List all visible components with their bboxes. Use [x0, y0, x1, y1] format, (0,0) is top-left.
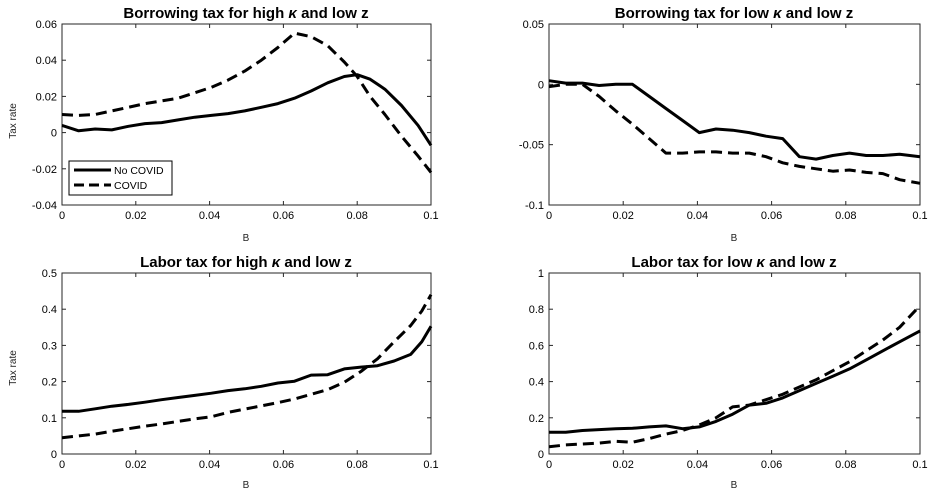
x-axis-label: B [731, 233, 738, 244]
series-line-covid [61, 31, 433, 174]
x-tick-label: 0.02 [125, 210, 146, 222]
series-line-no-covid [548, 79, 921, 161]
y-tick-label: -0.04 [32, 200, 57, 212]
plot-area-frame [61, 272, 432, 455]
y-tick-label: 0.3 [42, 340, 57, 352]
series-line-no-covid [62, 325, 433, 413]
y-tick-label: -0.05 [519, 140, 544, 152]
title-text-part2: and low z [765, 254, 837, 271]
plot-area-frame [548, 23, 921, 206]
kappa-symbol: κ [272, 254, 282, 271]
title-text-part2: and low z [297, 5, 369, 22]
x-tick-label: 0 [59, 459, 65, 471]
title-text-part1: Labor tax for high [140, 254, 272, 271]
x-tick-label: 0.06 [761, 459, 782, 471]
x-tick-label: 0.02 [612, 459, 633, 471]
title-text-part2: and low z [280, 254, 352, 271]
x-tick-label: 0.1 [912, 459, 927, 471]
panel-borrowing-tax-low-kappa: Borrowing tax for low κ and low z B 0 0.0… [519, 5, 928, 244]
y-tick-label: 0 [538, 449, 544, 461]
legend-box [68, 160, 173, 196]
y-tick-label: 0.2 [529, 413, 544, 425]
x-axis-label: B [243, 233, 250, 244]
x-tick-label: 0 [546, 210, 552, 222]
series-line-no-covid [61, 73, 433, 147]
y-tick-label: -0.02 [32, 164, 57, 176]
y-tick-label: 0.8 [529, 304, 544, 316]
title-text-part1: Labor tax for low [631, 254, 756, 271]
y-tick-label: 0.06 [36, 19, 57, 31]
x-tick-label: 0.1 [423, 459, 438, 471]
x-tick-label: 0.04 [199, 210, 220, 222]
legend-label-no-covid: No COVID [114, 165, 164, 177]
kappa-symbol: κ [773, 5, 783, 22]
title-text-part2: and low z [782, 5, 854, 22]
x-tick-label: 0.08 [346, 459, 367, 471]
kappa-symbol: κ [288, 5, 298, 22]
x-tick-label: 0.08 [346, 210, 367, 222]
x-tick-label: 0 [59, 210, 65, 222]
series-line-no-covid [549, 329, 921, 434]
y-tick-label: 0.02 [36, 91, 57, 103]
y-tick-label: -0.1 [525, 200, 544, 212]
y-tick-label: 0.4 [42, 304, 57, 316]
x-tick-label: 0.06 [273, 459, 294, 471]
panel-labor-tax-low-kappa: Labor tax for low κ and low z B 0 0.02 0.0… [529, 254, 928, 491]
y-tick-label: 0.6 [529, 340, 544, 352]
kappa-symbol: κ [756, 254, 766, 271]
title-text-part1: Borrowing tax for low [615, 5, 773, 22]
y-tick-label: 0.05 [523, 19, 544, 31]
title-text-part1: Borrowing tax for high [123, 5, 288, 22]
panel-borrowing-tax-high-kappa: Borrowing tax for high κ and low z B Tax… [8, 5, 439, 244]
y-tick-label: 0.1 [42, 413, 57, 425]
y-tick-label: 0 [51, 449, 57, 461]
chart-title: Borrowing tax for low κ and low z [615, 5, 854, 22]
x-tick-label: 0.04 [687, 459, 708, 471]
chart-title: Labor tax for high κ and low z [140, 254, 352, 271]
plot-area-frame [548, 272, 921, 455]
y-tick-label: 0 [51, 128, 57, 140]
panel-labor-tax-high-kappa: Labor tax for high κ and low z B Tax rat… [8, 254, 439, 491]
series-line-covid [548, 304, 922, 449]
chart-title: Borrowing tax for high κ and low z [123, 5, 368, 22]
chart-title: Labor tax for low κ and low z [631, 254, 836, 271]
x-tick-label: 0.08 [835, 459, 856, 471]
x-tick-label: 0.06 [761, 210, 782, 222]
legend: No COVID COVID [68, 160, 173, 196]
y-tick-label: 0.5 [42, 268, 57, 280]
x-tick-label: 0.06 [273, 210, 294, 222]
y-axis-label: Tax rate [8, 350, 19, 386]
series-line-covid [61, 293, 433, 440]
x-tick-label: 0.08 [835, 210, 856, 222]
y-tick-label: 0.2 [42, 377, 57, 389]
legend-label-covid: COVID [114, 180, 148, 192]
y-tick-label: 0.04 [36, 55, 57, 67]
y-tick-label: 0 [538, 79, 544, 91]
series-line-covid [548, 82, 921, 185]
x-tick-label: 0.02 [612, 210, 633, 222]
x-axis-label: B [243, 480, 250, 491]
y-axis-label: Tax rate [8, 103, 19, 139]
y-tick-label: 0.4 [529, 377, 544, 389]
x-tick-label: 0.1 [423, 210, 438, 222]
x-tick-label: 0.04 [199, 459, 220, 471]
y-tick-label: 1 [538, 268, 544, 280]
x-tick-label: 0 [546, 459, 552, 471]
x-tick-label: 0.1 [912, 210, 927, 222]
x-tick-label: 0.04 [687, 210, 708, 222]
x-tick-label: 0.02 [125, 459, 146, 471]
x-axis-label: B [731, 480, 738, 491]
